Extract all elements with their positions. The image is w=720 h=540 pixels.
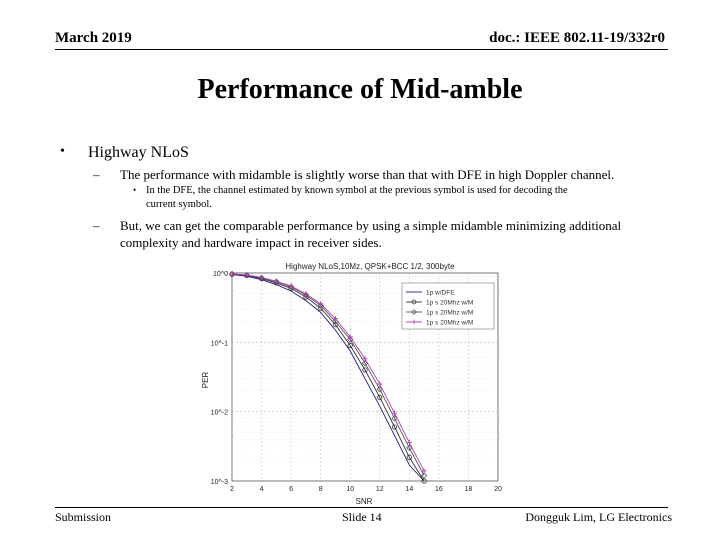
header-doc-id: doc.: IEEE 802.11-19/332r0 [489, 30, 665, 46]
data-point [244, 272, 250, 278]
x-tick-label: 10 [346, 486, 354, 493]
legend-label: 1p s 20Mhz w/M [426, 310, 473, 317]
legend-label: 1p s 20Mhz w/M [426, 320, 473, 327]
bullet-marker: • [133, 185, 137, 195]
x-tick-label: 12 [376, 486, 384, 493]
x-tick-label: 18 [465, 486, 473, 493]
chart-title: Highway NLoS,10Mz, QPSK+BCC 1/2, 300byte [285, 262, 455, 271]
data-point [288, 283, 294, 289]
data-point [377, 381, 383, 387]
legend-label: 1p s 20Mhz w/M [426, 300, 473, 307]
data-point [332, 315, 339, 322]
data-point [391, 424, 398, 430]
footer-slide-number: Slide 14 [342, 510, 382, 524]
x-tick-label: 4 [260, 486, 264, 493]
legend-marker [411, 319, 417, 325]
data-point [391, 410, 398, 416]
slide-title: Performance of Mid-amble [197, 74, 523, 105]
dash-marker: – [93, 167, 100, 182]
y-tick-label: 10^-1 [211, 340, 228, 347]
chart-ylabel: PER [201, 372, 210, 389]
sub-sub-bullet-line1: In the DFE, the channel estimated by kno… [146, 185, 568, 196]
data-point [406, 444, 413, 452]
x-tick-label: 16 [435, 486, 443, 493]
data-point [303, 291, 309, 297]
series-line-3 [231, 273, 425, 472]
y-tick-label: 10^-2 [211, 410, 228, 417]
y-tick-label: 10^-3 [211, 479, 228, 486]
data-point [421, 478, 427, 484]
sub-bullet-comparable-line2: complexity and hardware impact in receiv… [120, 235, 382, 250]
per-chart: Highway NLoS,10Mz, QPSK+BCC 1/2, 300byte… [201, 262, 502, 506]
data-point [377, 394, 383, 401]
legend-box [401, 282, 495, 330]
y-tick-label: 10^0 [213, 271, 228, 278]
data-point [420, 472, 428, 479]
x-tick-label: 8 [319, 486, 323, 493]
data-point [421, 468, 427, 474]
bullet-marker: • [60, 144, 65, 159]
data-point [258, 274, 265, 281]
sub-bullet-comparable-line1: But, we can get the comparable performan… [120, 218, 622, 233]
data-point [362, 356, 368, 362]
legend-marker [411, 299, 417, 305]
sub-sub-bullet-line2: current symbol. [146, 199, 212, 210]
footer-submission: Submission [55, 510, 112, 524]
x-tick-label: 2 [230, 486, 234, 493]
series-line-0 [231, 274, 425, 482]
bullet-highway-nlos: Highway NLoS [88, 144, 189, 161]
dash-marker: – [93, 218, 100, 233]
data-point [347, 334, 353, 340]
data-point [273, 278, 279, 284]
plot-area: 2 4 6 8 10 12 14 16 18 20 10^0 10^-1 10^-2 10^-3 1p w/… [211, 270, 502, 493]
footer-divider [55, 507, 668, 508]
legend-marker [411, 309, 417, 315]
data-point [362, 367, 368, 373]
data-point [376, 386, 383, 393]
data-point [347, 342, 353, 349]
header-date: March 2019 [55, 30, 132, 46]
data-point [406, 454, 412, 460]
header-divider [55, 49, 668, 50]
data-point [243, 272, 250, 279]
data-point [318, 301, 324, 307]
legend-label: 1p w/DFE [426, 290, 455, 297]
sub-bullet-performance: The performance with midamble is slightl… [120, 167, 615, 182]
footer-author: Dongguk Lim, LG Electronics [525, 510, 672, 524]
data-point [406, 439, 412, 446]
data-point [229, 271, 235, 277]
x-tick-label: 20 [494, 486, 502, 493]
chart-xlabel: SNR [356, 497, 373, 506]
data-point [317, 302, 324, 309]
x-tick-label: 6 [289, 486, 293, 493]
x-tick-label: 14 [405, 486, 413, 493]
